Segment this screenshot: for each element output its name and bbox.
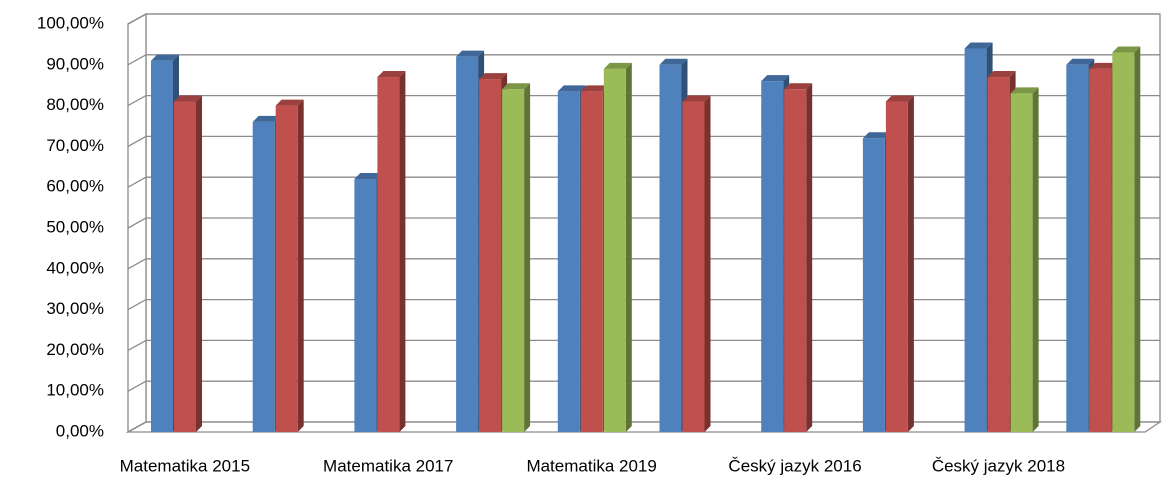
bar-top <box>275 99 304 106</box>
y-tick-label: 70,00% <box>46 136 104 155</box>
bar <box>1112 52 1135 433</box>
grid-line <box>127 176 1160 188</box>
y-tick-label: 0,00% <box>56 421 104 440</box>
bar <box>580 91 603 432</box>
bar-top <box>502 83 531 90</box>
bar <box>659 64 682 433</box>
bar-side <box>625 62 632 432</box>
bar-top <box>964 42 993 49</box>
grid-line <box>127 339 1160 351</box>
bar-side <box>704 95 711 433</box>
grid-line <box>127 54 1160 66</box>
y-tick-label: 30,00% <box>46 299 104 318</box>
bar-top <box>603 62 632 69</box>
bar-top <box>151 54 179 61</box>
bar-top <box>659 58 688 65</box>
grid-line <box>127 135 1160 147</box>
grid-line <box>127 217 1160 229</box>
y-tick-label: 20,00% <box>46 340 104 359</box>
bar-side <box>524 83 531 432</box>
bar <box>964 48 987 432</box>
y-tick-label: 50,00% <box>46 217 104 236</box>
bar-side <box>297 99 304 432</box>
grid-line <box>127 94 1160 107</box>
bar <box>885 101 908 433</box>
grid-line <box>127 13 1160 25</box>
bar <box>151 60 173 432</box>
bar <box>1089 68 1112 432</box>
bar <box>1066 64 1089 433</box>
bar <box>987 77 1010 432</box>
bar-top <box>1089 62 1118 69</box>
bar-side <box>806 83 813 432</box>
x-tick-label: Český jazyk 2018 <box>932 456 1065 475</box>
bar <box>456 56 479 432</box>
grid-line <box>127 298 1160 311</box>
bar <box>275 105 298 432</box>
bar <box>862 138 885 433</box>
bar-top <box>987 71 1016 78</box>
bar <box>377 77 400 432</box>
bar <box>603 68 626 432</box>
bar <box>761 81 784 433</box>
bar-top <box>377 71 406 78</box>
grid-line <box>127 421 1160 433</box>
bar-top <box>252 115 281 122</box>
bar-top <box>479 73 508 80</box>
grid-line <box>127 380 1160 392</box>
y-tick-label: 90,00% <box>46 54 104 73</box>
x-tick-label: Matematika 2015 <box>120 456 250 475</box>
bar-side <box>399 71 406 432</box>
bar-top <box>1010 87 1039 94</box>
bar <box>502 89 525 432</box>
bar <box>174 101 196 433</box>
bar <box>1010 93 1033 433</box>
y-tick-label: 80,00% <box>46 95 104 114</box>
bar-side <box>1134 46 1141 433</box>
bar-side <box>907 95 914 433</box>
bar-top <box>1066 58 1095 65</box>
y-tick-label: 40,00% <box>46 258 104 277</box>
bar-top <box>862 132 891 139</box>
y-tick-label: 10,00% <box>46 381 104 400</box>
bar <box>784 89 807 432</box>
grid-line <box>127 258 1160 270</box>
bar-top <box>557 85 586 92</box>
bar-top <box>456 50 485 57</box>
bar <box>252 121 275 433</box>
y-tick-label: 100,00% <box>37 13 104 32</box>
bar <box>682 101 705 433</box>
bar-side <box>1032 87 1039 433</box>
bar-top <box>174 95 202 102</box>
bar-top <box>1112 46 1141 53</box>
x-tick-label: Matematika 2019 <box>526 456 656 475</box>
bar <box>557 91 580 432</box>
bar-side <box>196 95 202 433</box>
bar-top <box>682 95 711 102</box>
bar-top <box>761 75 790 82</box>
bar-top <box>580 85 609 92</box>
bar-top <box>354 173 383 180</box>
bar <box>354 179 377 432</box>
x-tick-label: Český jazyk 2016 <box>728 456 861 475</box>
x-tick-label: Matematika 2017 <box>323 456 453 475</box>
bar-top <box>885 95 914 102</box>
bar <box>479 79 502 432</box>
y-tick-label: 60,00% <box>46 177 104 196</box>
bar-top <box>784 83 813 90</box>
